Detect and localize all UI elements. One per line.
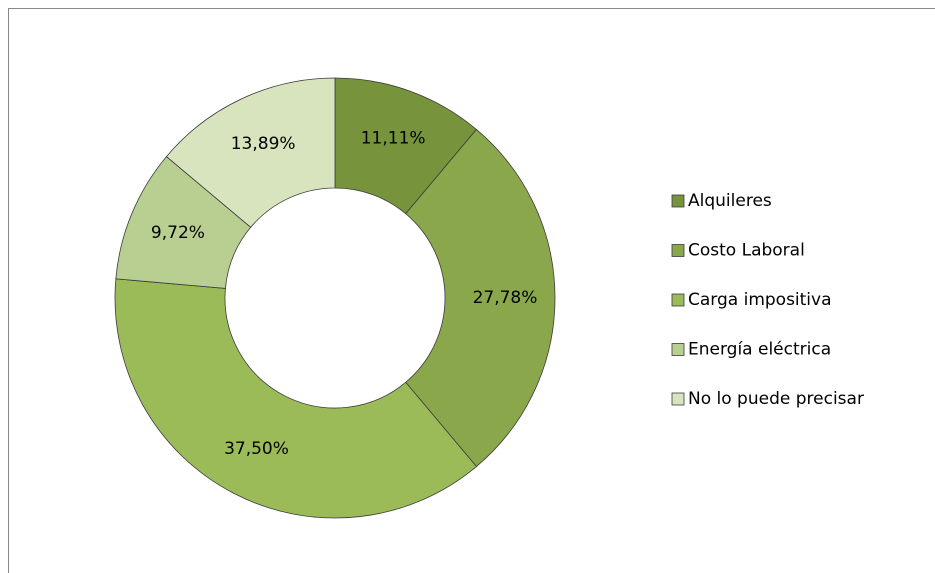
data-label: 9,72%	[151, 223, 205, 243]
chart-border	[8, 8, 935, 573]
legend-label: Energía eléctrica	[688, 340, 831, 360]
legend-swatch	[671, 244, 685, 257]
donut-slice	[165, 77, 336, 228]
legend-swatch	[671, 293, 685, 307]
legend-swatch	[671, 392, 685, 406]
legend-swatch	[671, 343, 685, 356]
donut-slice	[405, 128, 556, 468]
data-label: 11,11%	[361, 128, 426, 148]
legend-label: Carga impositiva	[688, 290, 832, 310]
legend-label: No lo puede precisar	[688, 389, 864, 409]
data-label: 37,50%	[224, 439, 289, 459]
legend-label: Alquileres	[688, 191, 772, 211]
data-label: 13,89%	[231, 134, 296, 154]
legend-swatch	[671, 194, 685, 208]
legend-label: Costo Laboral	[688, 241, 805, 261]
donut-slice	[114, 278, 477, 519]
data-label: 27,78%	[473, 288, 538, 308]
